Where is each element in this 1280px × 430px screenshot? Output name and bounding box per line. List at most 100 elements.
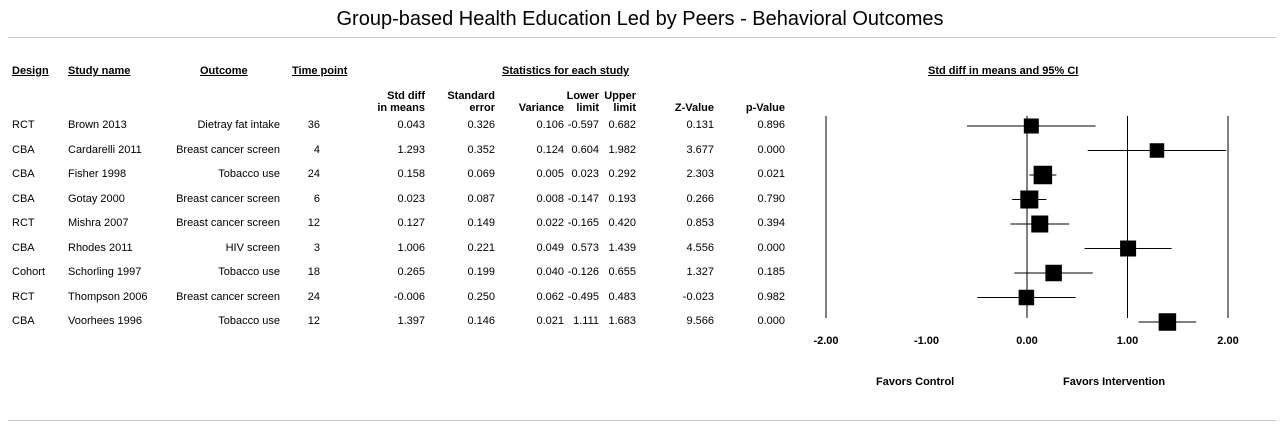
cell-z: 4.556 [686, 241, 714, 254]
cell-variance: 0.040 [536, 266, 564, 278]
cell-se: 0.221 [467, 241, 495, 254]
effect-marker [1031, 215, 1049, 233]
cell-smd: 0.023 [397, 192, 425, 205]
cell-variance: 0.021 [536, 315, 564, 327]
cell-design: RCT [12, 217, 35, 229]
cell-smd: 1.397 [397, 315, 425, 327]
cell-lower: 0.023 [571, 168, 599, 180]
cell-upper: 1.439 [608, 241, 636, 254]
header-study-name: Study name [68, 65, 131, 77]
cell-upper: 0.193 [608, 192, 636, 205]
cell-z: 3.677 [686, 143, 714, 156]
cell-variance: 0.049 [536, 241, 564, 254]
cell-upper: 0.420 [608, 217, 636, 229]
cell-lower: -0.126 [567, 266, 599, 278]
cell-design: CBA [12, 192, 35, 205]
effect-marker [1120, 240, 1137, 257]
cell-variance: 0.008 [536, 192, 564, 205]
effect-marker [1158, 313, 1177, 331]
cell-se: 0.087 [467, 192, 495, 205]
cell-p: 0.982 [757, 290, 785, 303]
cell-timepoint: 18 [307, 266, 320, 278]
subheader-standard-error: Standard error [447, 90, 495, 114]
tick-label: -1.00 [913, 335, 940, 347]
cell-smd: 0.158 [397, 168, 425, 180]
cell-se: 0.149 [467, 217, 495, 229]
cell-study: Mishra 2007 [68, 217, 129, 229]
cell-timepoint: 4 [313, 143, 320, 156]
tick-label: 2.00 [1217, 335, 1239, 347]
cell-lower: 1.111 [573, 315, 599, 327]
cell-outcome: Breast cancer screen [176, 290, 280, 303]
subheader-variance: Variance [518, 102, 564, 114]
cell-timepoint: 12 [307, 217, 320, 229]
cell-outcome: Breast cancer screen [176, 192, 280, 205]
cell-smd: 1.293 [397, 143, 425, 156]
cell-design: CBA [12, 143, 35, 156]
cell-study: Fisher 1998 [68, 168, 127, 180]
cell-smd: 0.127 [397, 217, 425, 229]
cell-outcome: Tobacco use [218, 168, 280, 180]
header-plot: Std diff in means and 95% CI [928, 65, 1079, 77]
cell-study: Rhodes 2011 [68, 241, 133, 254]
cell-p: 0.000 [757, 143, 785, 156]
cell-timepoint: 12 [307, 315, 320, 327]
top-rule [8, 37, 1276, 38]
cell-variance: 0.005 [536, 168, 564, 180]
cell-outcome: Tobacco use [218, 315, 280, 327]
cell-variance: 0.106 [536, 119, 564, 131]
cell-se: 0.146 [467, 315, 495, 327]
cell-study: Cardarelli 2011 [68, 143, 142, 156]
cell-timepoint: 24 [307, 290, 320, 303]
cell-se: 0.326 [467, 119, 495, 131]
cell-timepoint: 36 [307, 119, 320, 131]
cell-smd: 1.006 [397, 241, 425, 254]
cell-variance: 0.022 [536, 217, 564, 229]
cell-z: 0.266 [686, 192, 714, 205]
effect-marker [1033, 165, 1053, 185]
tick-label: 1.00 [1116, 335, 1139, 347]
effect-marker [1045, 264, 1062, 282]
cell-p: 0.790 [757, 192, 785, 205]
header-time-point: Time point [292, 65, 348, 77]
cell-z: 1.327 [686, 266, 714, 278]
cell-upper: 1.683 [608, 315, 636, 327]
cell-lower: -0.495 [567, 290, 599, 303]
cell-z: -0.023 [682, 290, 714, 303]
cell-outcome: Breast cancer screen [176, 217, 280, 229]
cell-p: 0.000 [757, 241, 785, 254]
cell-study: Schorling 1997 [68, 266, 142, 278]
cell-se: 0.352 [467, 143, 495, 156]
cell-upper: 0.655 [608, 266, 636, 278]
cell-z: 0.853 [686, 217, 714, 229]
cell-timepoint: 3 [313, 241, 320, 254]
cell-smd: 0.043 [397, 119, 425, 131]
cell-smd: -0.006 [393, 290, 425, 303]
subheader-upper-limit: Upper limit [604, 90, 636, 114]
cell-p: 0.021 [757, 168, 785, 180]
cell-design: RCT [12, 290, 35, 303]
cell-design: RCT [12, 119, 35, 131]
cell-outcome: Tobacco use [218, 266, 280, 278]
cell-design: CBA [12, 241, 35, 254]
subheader-lower-limit: Lower limit [566, 90, 599, 114]
cell-design: CBA [12, 168, 35, 180]
cell-lower: 0.604 [571, 143, 599, 156]
favors-intervention-label: Favors Intervention [1063, 376, 1166, 388]
cell-lower: -0.147 [567, 192, 599, 205]
cell-design: Cohort [12, 266, 46, 278]
header-outcome: Outcome [200, 65, 248, 77]
cell-upper: 0.682 [608, 119, 636, 131]
cell-p: 0.185 [757, 266, 785, 278]
cell-upper: 0.292 [608, 168, 636, 180]
cell-p: 0.000 [757, 315, 785, 327]
cell-study: Brown 2013 [68, 119, 127, 131]
cell-lower: 0.573 [571, 241, 599, 254]
cell-study: Thompson 2006 [68, 290, 148, 303]
cell-smd: 0.265 [397, 266, 425, 278]
cell-se: 0.250 [467, 290, 495, 303]
tick-label: 0.00 [1016, 335, 1038, 347]
cell-timepoint: 6 [313, 192, 320, 205]
cell-design: CBA [12, 315, 35, 327]
